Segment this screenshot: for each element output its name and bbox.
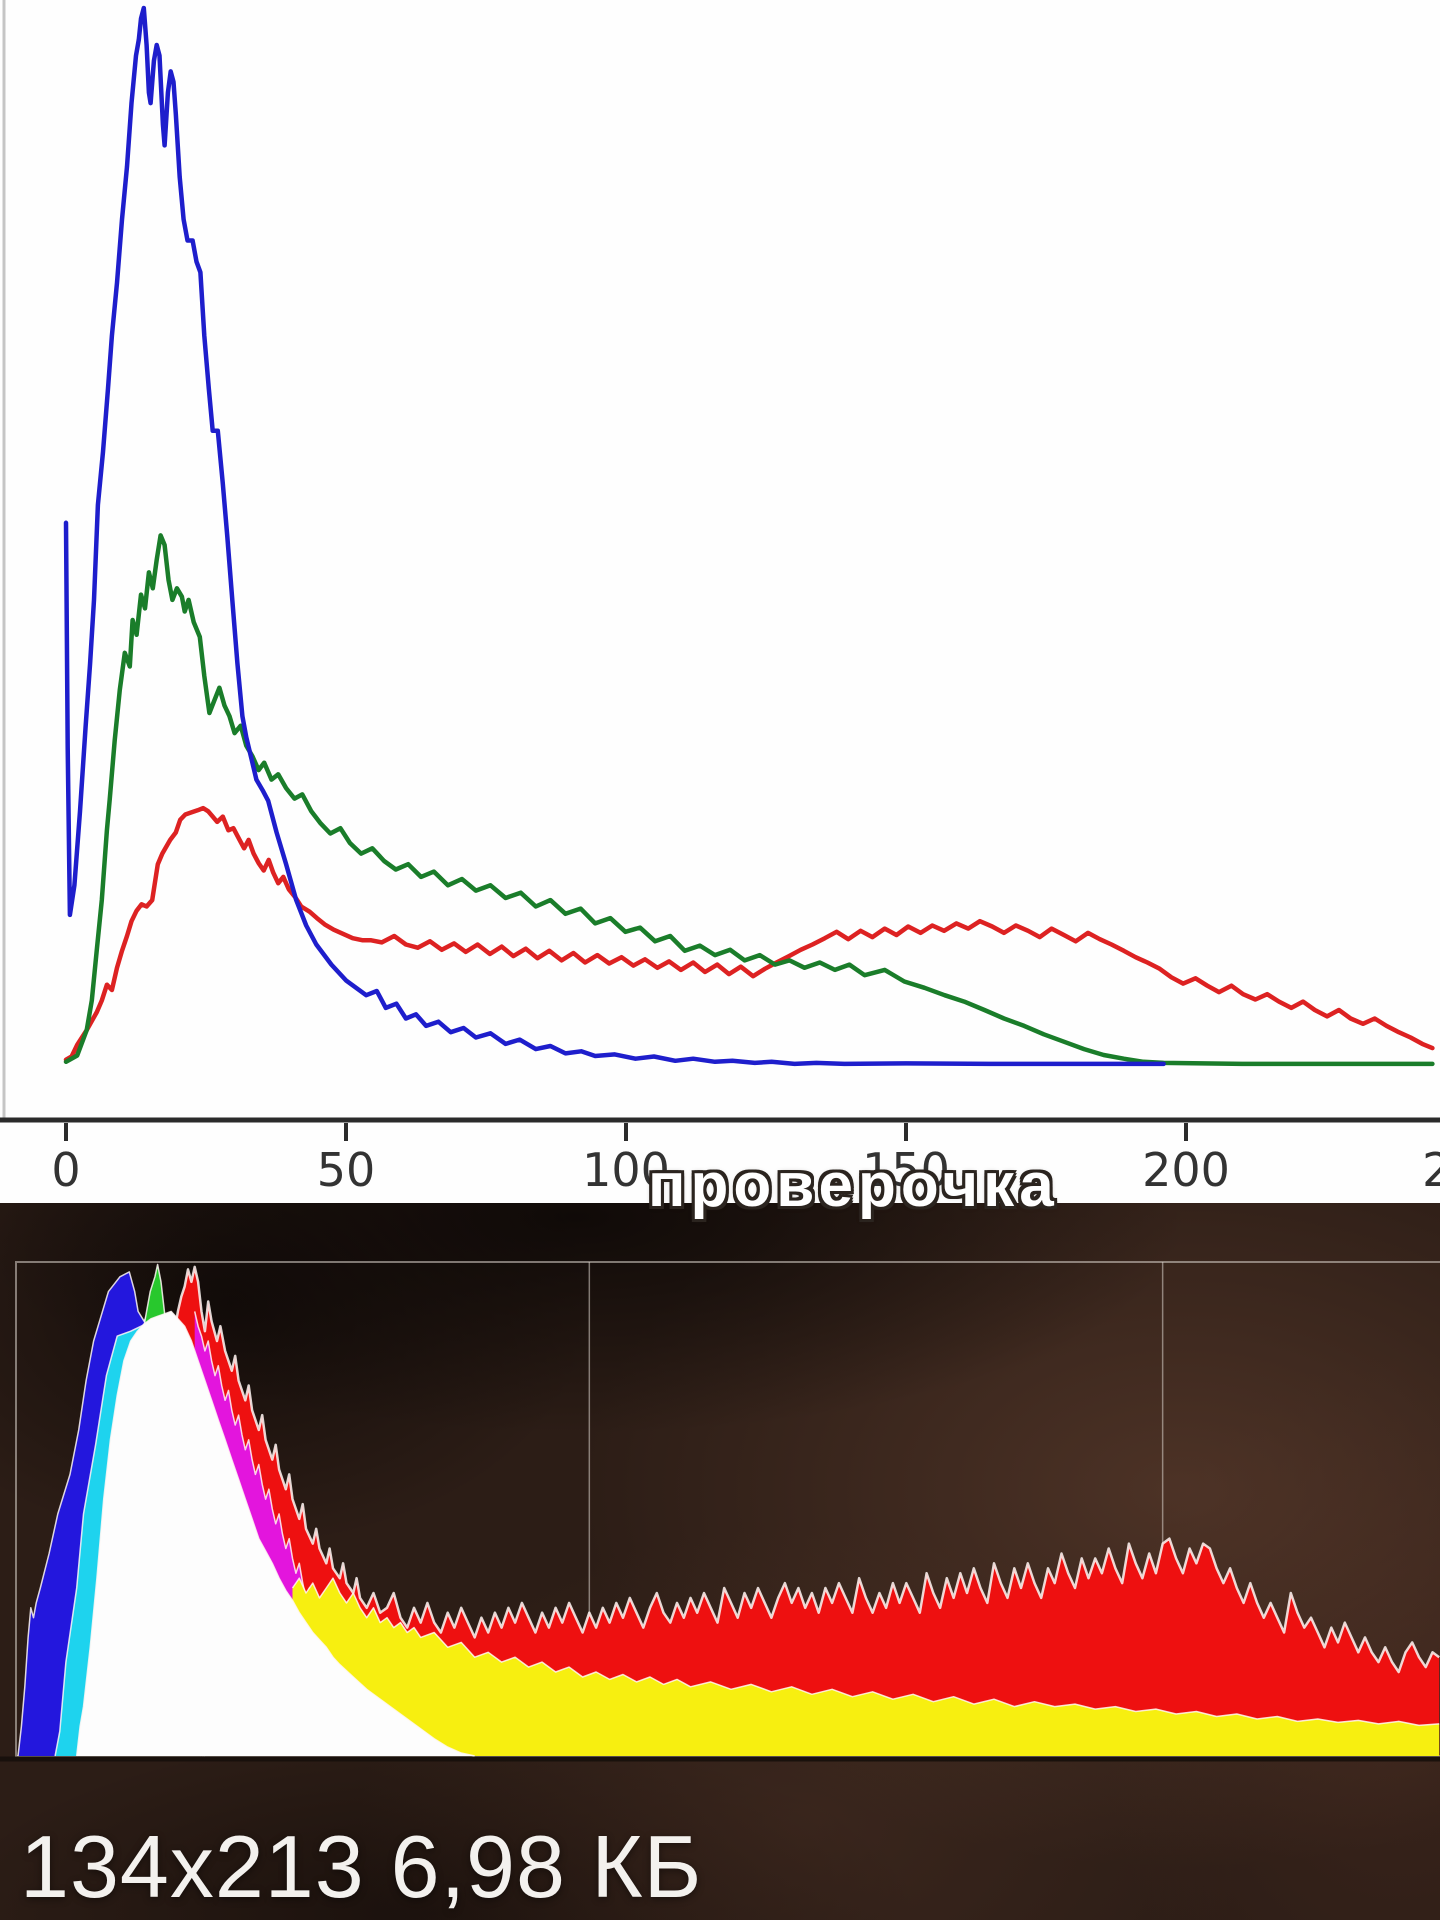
rgb-line-histogram-chart: 0 50 100 150 200 250	[0, 0, 1440, 1197]
x-tick-label: 200	[1142, 1143, 1230, 1197]
red-channel-outline	[146, 1265, 1440, 1757]
overlay-histogram-plot	[0, 1261, 1440, 1762]
x-tick-label: 0	[51, 1143, 80, 1197]
rgb-line-histogram-plot: 0 50 100 150 200 250	[0, 0, 1440, 1197]
blue-channel-curve	[63, 5, 1166, 1067]
red-channel-curve	[63, 805, 1435, 1062]
red-channel-area	[147, 1266, 1440, 1756]
file-size-label: 6,98 КБ	[390, 1817, 703, 1916]
x-tick-label: 100	[582, 1143, 670, 1197]
white-overlap-rgb-area	[76, 1311, 475, 1756]
yellow-overlap-red-green-outline	[291, 1577, 1440, 1727]
video-caption: проверочка	[648, 1151, 1059, 1220]
photo-background	[0, 1203, 1440, 1920]
x-tick-label: 150	[862, 1143, 950, 1197]
file-info-caption: 134x213 6,98 КБ	[20, 1816, 702, 1918]
green-channel-curve	[63, 533, 1435, 1067]
x-tick-label: 50	[317, 1143, 376, 1197]
yellow-overlap-red-green-area	[292, 1578, 1440, 1756]
magenta-overlap-red-blue-outline	[193, 1311, 324, 1643]
x-tick-label: 250	[1422, 1143, 1440, 1197]
image-dimensions-label: 134x213	[20, 1817, 365, 1916]
white-overlap-rgb-outline	[75, 1310, 475, 1757]
